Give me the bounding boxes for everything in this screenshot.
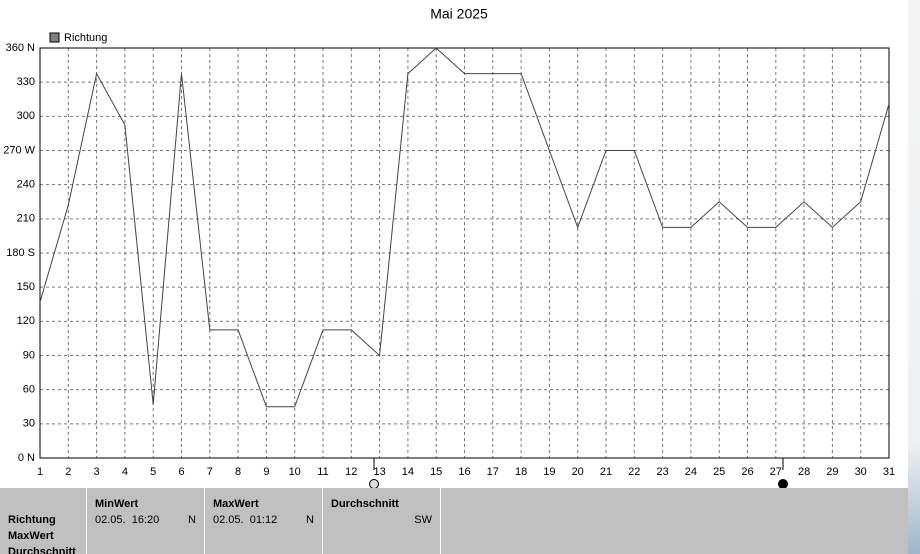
x-tick-label: 15 [430,466,442,478]
x-tick-label: 25 [713,466,725,478]
x-tick-label: 19 [543,466,555,478]
x-tick-label: 8 [235,466,241,478]
x-tick-label: 20 [572,466,584,478]
max-dir: N [306,514,314,526]
x-tick-label: 28 [798,466,810,478]
y-tick-label: 0 N [18,452,35,464]
x-tick-label: 24 [685,466,697,478]
y-tick-label: 90 [23,349,35,361]
x-tick-label: 3 [94,466,100,478]
min-column: MinWert 02.05. 16:20 N [87,488,205,554]
column-header: MaxWert [213,498,259,510]
legend-swatch [49,32,60,43]
y-tick-label: 300 [17,110,35,122]
desktop-edge [908,0,920,554]
x-tick-label: 17 [487,466,499,478]
column-header: MinWert [95,498,139,510]
avg-dir: SW [414,514,432,526]
x-tick-label: 18 [515,466,527,478]
x-tick-label: 13 [373,466,385,478]
stats-panel: Richtung MaxWert Durchschnitt MinWert 02… [0,488,908,554]
x-tick-label: 21 [600,466,612,478]
y-tick-label: 330 [17,76,35,88]
x-tick-label: 7 [207,466,213,478]
x-tick-label: 11 [317,466,328,478]
legend-label: Richtung [64,32,107,44]
plot-frame [39,47,890,459]
y-tick-label: 180 S [6,247,35,259]
series-line [39,47,890,408]
x-tick-label: 12 [345,466,357,478]
min-dir: N [188,514,196,526]
x-tick-label: 10 [289,466,301,478]
y-tick-label: 210 [17,213,35,225]
chart-title: Mai 2025 [430,6,488,22]
row-labels: Richtung MaxWert Durchschnitt [0,488,87,554]
y-tick-label: 30 [23,418,35,430]
x-tick-label: 1 [37,466,43,478]
y-tick-label: 270 W [3,144,35,156]
x-tick-label: 31 [883,466,895,478]
x-tick-label: 14 [402,466,414,478]
x-tick-label: 5 [150,466,156,478]
x-tick-label: 9 [263,466,269,478]
x-tick-label: 29 [826,466,838,478]
x-tick-label: 27 [770,466,782,478]
min-time: 02.05. 16:20 [95,514,160,526]
max-column: MaxWert 02.05. 01:12 N [205,488,323,554]
x-tick-label: 16 [458,466,470,478]
y-tick-label: 240 [17,179,35,191]
x-tick-label: 4 [122,466,128,478]
y-tick-label: 360 N [6,42,35,54]
x-tick-label: 22 [628,466,640,478]
y-tick-label: 60 [23,384,35,396]
row-label: MaxWert [8,530,54,542]
row-label: Richtung [8,514,56,526]
x-tick-label: 6 [178,466,184,478]
x-tick-label: 26 [741,466,753,478]
y-tick-label: 150 [17,281,35,293]
moon-icon [369,479,379,488]
row-label: Durchschnitt [8,546,76,554]
y-tick-label: 120 [17,315,35,327]
column-header: Durchschnitt [331,498,399,510]
x-tick-label: 30 [855,466,867,478]
x-tick-label: 23 [656,466,668,478]
x-tick-label: 2 [65,466,71,478]
max-time: 02.05. 01:12 [213,514,278,526]
moon-icon [778,479,788,488]
avg-column: Durchschnitt SW [323,488,441,554]
